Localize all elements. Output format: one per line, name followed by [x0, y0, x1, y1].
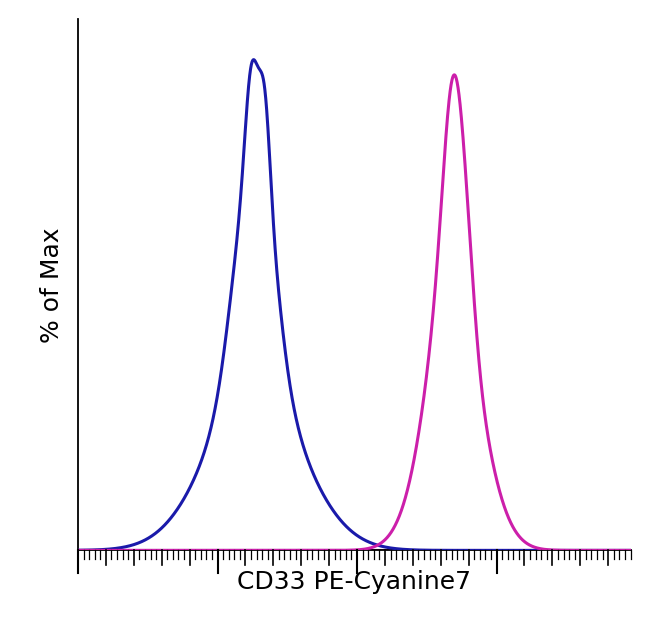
Y-axis label: % of Max: % of Max: [40, 227, 64, 342]
X-axis label: CD33 PE-Cyanine7: CD33 PE-Cyanine7: [237, 570, 471, 594]
